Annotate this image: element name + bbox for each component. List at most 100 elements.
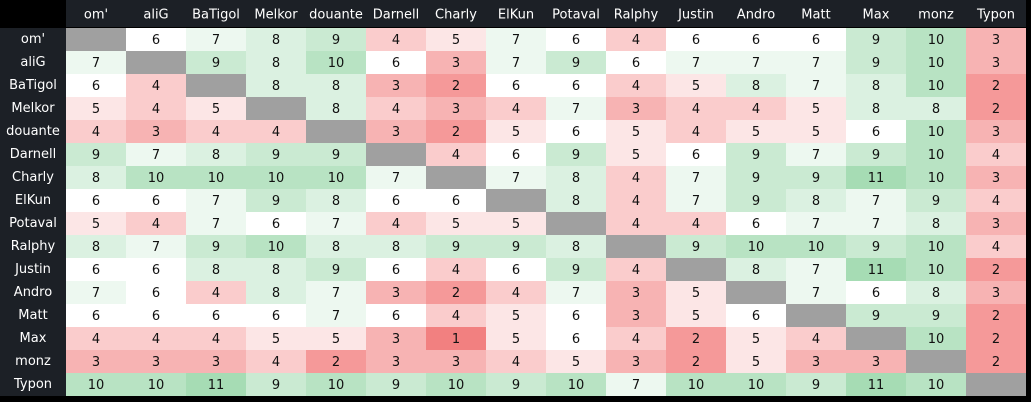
cell (966, 143, 1026, 166)
cell-value: 10 (448, 378, 465, 393)
cell-value: 9 (212, 56, 220, 71)
cell (546, 212, 606, 235)
cell-value: 4 (212, 125, 220, 140)
cell-value: 6 (152, 286, 160, 301)
cell (906, 74, 966, 97)
cell (486, 327, 546, 350)
cell-value: 6 (572, 125, 580, 140)
cell (666, 189, 726, 212)
cell (306, 304, 366, 327)
cell-value: 7 (812, 148, 820, 163)
cell (126, 212, 186, 235)
cell-value: 3 (992, 56, 1000, 71)
cell (906, 51, 966, 74)
cell-value: 8 (332, 194, 340, 209)
cell-value: 9 (332, 33, 340, 48)
cell-value: 5 (272, 332, 280, 347)
cell (126, 350, 186, 373)
cell (606, 304, 666, 327)
cell-value: 8 (932, 286, 940, 301)
cell-value: 6 (92, 263, 100, 278)
cell (666, 281, 726, 304)
cell-value: 6 (152, 309, 160, 324)
cell-value: 5 (812, 102, 820, 117)
cell (66, 143, 126, 166)
cell (546, 304, 606, 327)
cell (426, 235, 486, 258)
cell (486, 373, 546, 396)
cell-value: 4 (632, 171, 640, 186)
cell-value: 5 (692, 286, 700, 301)
cell-value: 5 (92, 217, 100, 232)
cell (666, 304, 726, 327)
cell (906, 304, 966, 327)
cell (546, 143, 606, 166)
cell-value: 6 (512, 148, 520, 163)
cell-value: 8 (932, 217, 940, 232)
cell (486, 97, 546, 120)
cell (426, 120, 486, 143)
cell-value: 8 (212, 148, 220, 163)
cell (906, 281, 966, 304)
cell-value: 8 (332, 79, 340, 94)
cell (786, 97, 846, 120)
cell-value: 4 (752, 102, 760, 117)
cell-value: 4 (152, 79, 160, 94)
cell-value: 5 (632, 125, 640, 140)
row-header: Ralphy (11, 239, 56, 254)
cell-value: 6 (452, 194, 460, 209)
cell-value: 2 (452, 79, 460, 94)
cell-value: 2 (452, 125, 460, 140)
cell-value: 6 (572, 309, 580, 324)
rowhead-bg (0, 28, 66, 396)
cell (486, 281, 546, 304)
cell (126, 189, 186, 212)
cell-value: 9 (512, 378, 520, 393)
cell-value: 8 (872, 102, 880, 117)
cell-value: 4 (212, 332, 220, 347)
column-header: Melkor (254, 8, 298, 23)
cell-value: 10 (748, 378, 765, 393)
cell (306, 281, 366, 304)
cell-value: 7 (512, 56, 520, 71)
cell (366, 258, 426, 281)
cell-value: 4 (692, 125, 700, 140)
cell-value: 8 (92, 240, 100, 255)
cell-value: 7 (152, 240, 160, 255)
cell (486, 212, 546, 235)
cell (966, 235, 1026, 258)
cell (426, 189, 486, 212)
cell (366, 304, 426, 327)
cell-value: 6 (272, 309, 280, 324)
cell (966, 304, 1026, 327)
row-header: Max (20, 331, 47, 346)
cell (786, 120, 846, 143)
cell-value: 6 (752, 309, 760, 324)
cell-value: 7 (92, 286, 100, 301)
cell-value: 10 (928, 148, 945, 163)
cell (786, 212, 846, 235)
cell (366, 189, 426, 212)
cell-value: 7 (512, 171, 520, 186)
cell (486, 51, 546, 74)
cell (426, 281, 486, 304)
cell-value: 9 (692, 240, 700, 255)
cell (846, 235, 906, 258)
cell (126, 97, 186, 120)
cell (606, 120, 666, 143)
cell-value: 3 (992, 33, 1000, 48)
cell (306, 166, 366, 189)
cell-value: 7 (872, 194, 880, 209)
cell (666, 120, 726, 143)
cell-value: 5 (212, 102, 220, 117)
cell-value: 4 (452, 309, 460, 324)
cell (246, 97, 306, 120)
cell-value: 10 (928, 56, 945, 71)
cell (246, 373, 306, 396)
cell-value: 9 (572, 148, 580, 163)
row-header: Typon (13, 377, 52, 392)
cell (246, 74, 306, 97)
cell-value: 5 (752, 355, 760, 370)
cell-value: 6 (512, 79, 520, 94)
